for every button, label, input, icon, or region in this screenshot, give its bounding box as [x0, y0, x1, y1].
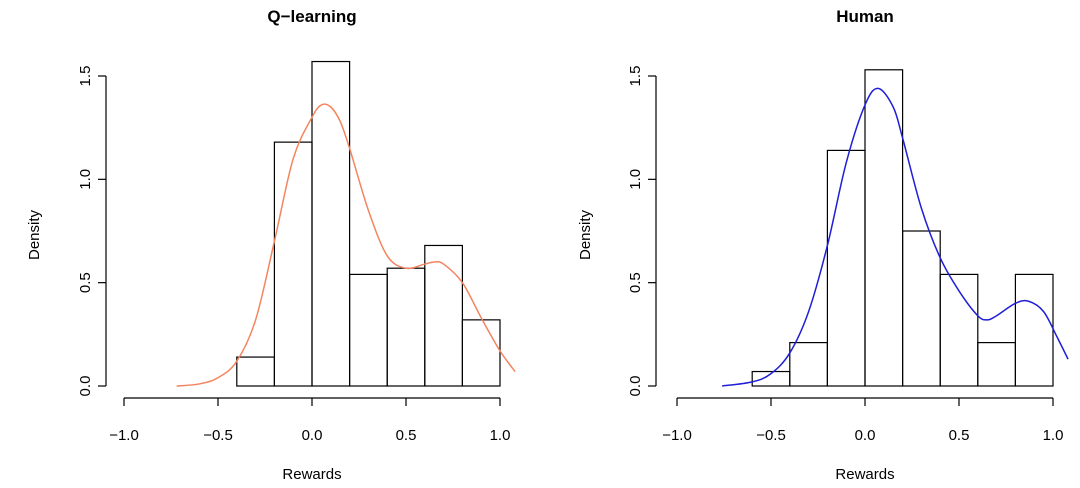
histogram-bar — [789, 342, 828, 387]
y-tick-label: 0.5 — [627, 272, 644, 293]
density-curve — [176, 103, 516, 387]
human-panel: Human Rewards Density −1.0 −0.5 0.0 0.5 1.0 … — [577, 7, 1069, 483]
histogram-bar — [273, 141, 313, 387]
x-axis-label: Rewards — [282, 466, 341, 483]
y-tick-label: 0.0 — [627, 376, 644, 397]
histogram-bar — [349, 273, 388, 387]
q-learning-panel: Q−learning Rewards Density −1.0 −0.5 0.0 0.… — [26, 7, 516, 483]
y-tick-label: 0.0 — [77, 376, 94, 397]
x-tick-label: −1.0 — [662, 427, 692, 444]
histogram-bar — [461, 319, 501, 387]
x-tick-label: 0.5 — [396, 427, 417, 444]
y-axis: 0.0 0.5 1.0 1.5 — [77, 66, 107, 397]
x-tick-label: 1.0 — [490, 427, 511, 444]
x-axis-label: Rewards — [835, 466, 894, 483]
x-tick-label: 0.0 — [302, 427, 323, 444]
density-curve-group — [722, 87, 1069, 387]
chart-title: Human — [836, 7, 894, 26]
y-tick-label: 1.5 — [77, 66, 94, 87]
x-tick-label: 0.0 — [855, 427, 876, 444]
y-tick-label: 1.0 — [627, 169, 644, 190]
histogram-bar — [939, 273, 979, 387]
x-tick-label: −0.5 — [203, 427, 233, 444]
histogram-bar — [236, 356, 276, 387]
histogram-bar — [826, 149, 866, 387]
histogram-bar — [424, 244, 463, 387]
histogram-bar — [901, 230, 941, 387]
histogram-bars — [751, 69, 1054, 387]
x-axis: −1.0 −0.5 0.0 0.5 1.0 — [662, 397, 1064, 444]
histogram-bar — [386, 267, 426, 387]
histogram-bar — [1014, 273, 1054, 387]
y-tick-label: 0.5 — [77, 272, 94, 293]
x-tick-label: 0.5 — [949, 427, 970, 444]
y-tick-label: 1.5 — [627, 66, 644, 87]
density-curve — [722, 87, 1069, 387]
histogram-bar — [311, 60, 351, 387]
chart-title: Q−learning — [267, 7, 356, 26]
y-axis: 0.0 0.5 1.0 1.5 — [627, 66, 657, 397]
x-tick-label: 1.0 — [1043, 427, 1064, 444]
x-tick-label: −1.0 — [109, 427, 139, 444]
y-tick-label: 1.0 — [77, 169, 94, 190]
y-axis-label: Density — [577, 209, 594, 260]
density-curve-group — [176, 103, 516, 387]
histogram-bar — [864, 69, 904, 387]
x-axis: −1.0 −0.5 0.0 0.5 1.0 — [109, 397, 511, 444]
histogram-bars — [236, 60, 501, 387]
histogram-bar — [977, 342, 1016, 387]
y-axis-label: Density — [26, 209, 43, 260]
x-tick-label: −0.5 — [756, 427, 786, 444]
